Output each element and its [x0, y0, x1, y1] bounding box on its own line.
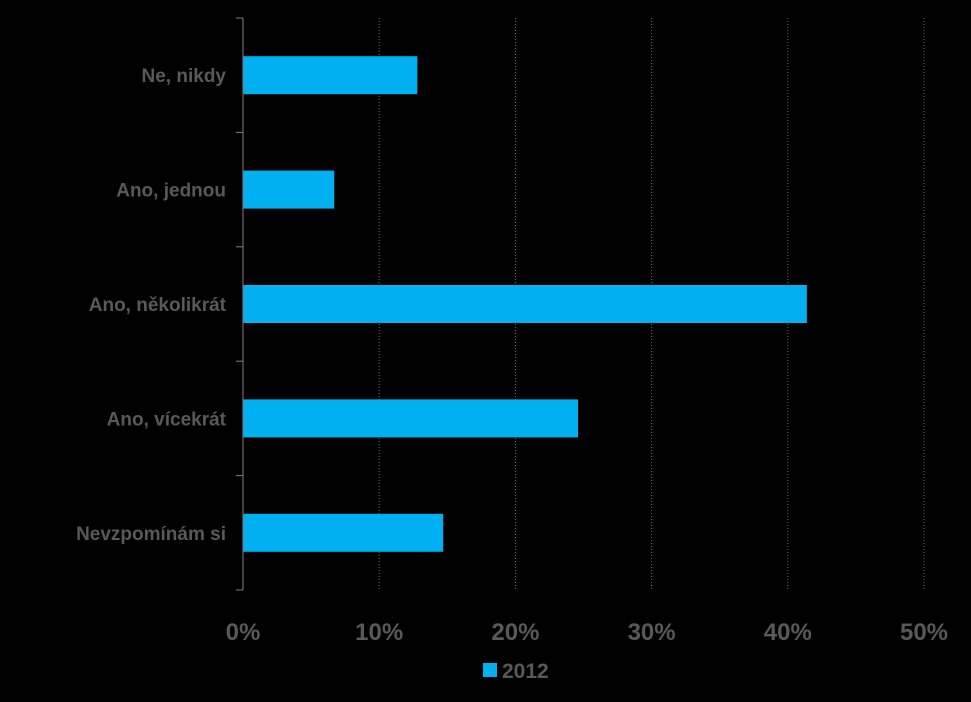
x-tick-label: 10%	[355, 619, 403, 646]
category-label: Ano, vícekrát	[107, 409, 227, 430]
category-label: Ne, nikdy	[142, 66, 227, 87]
x-tick-label: 20%	[491, 619, 539, 646]
legend-label: 2012	[502, 660, 549, 683]
category-label: Ano, jednou	[116, 181, 226, 202]
bar	[243, 513, 444, 552]
bar	[243, 56, 418, 95]
legend-swatch	[483, 663, 497, 677]
bars	[243, 56, 807, 552]
x-tick-labels: 0% 10% 20% 30% 40% 50%	[226, 619, 948, 646]
x-tick-label: 30%	[628, 619, 676, 646]
bar	[243, 399, 579, 438]
y-axis	[236, 17, 244, 591]
legend: 2012	[483, 660, 549, 683]
x-tick-label: 0%	[226, 619, 261, 646]
bar	[243, 170, 335, 209]
x-tick-label: 40%	[764, 619, 812, 646]
category-label: Nevzpomínám si	[76, 524, 226, 545]
category-labels: Ne, nikdy Ano, jednou Ano, několikrát Ano, …	[76, 66, 227, 545]
bar	[243, 285, 807, 323]
x-tick-label: 50%	[900, 619, 948, 646]
category-label: Ano, několikrát	[89, 295, 227, 316]
